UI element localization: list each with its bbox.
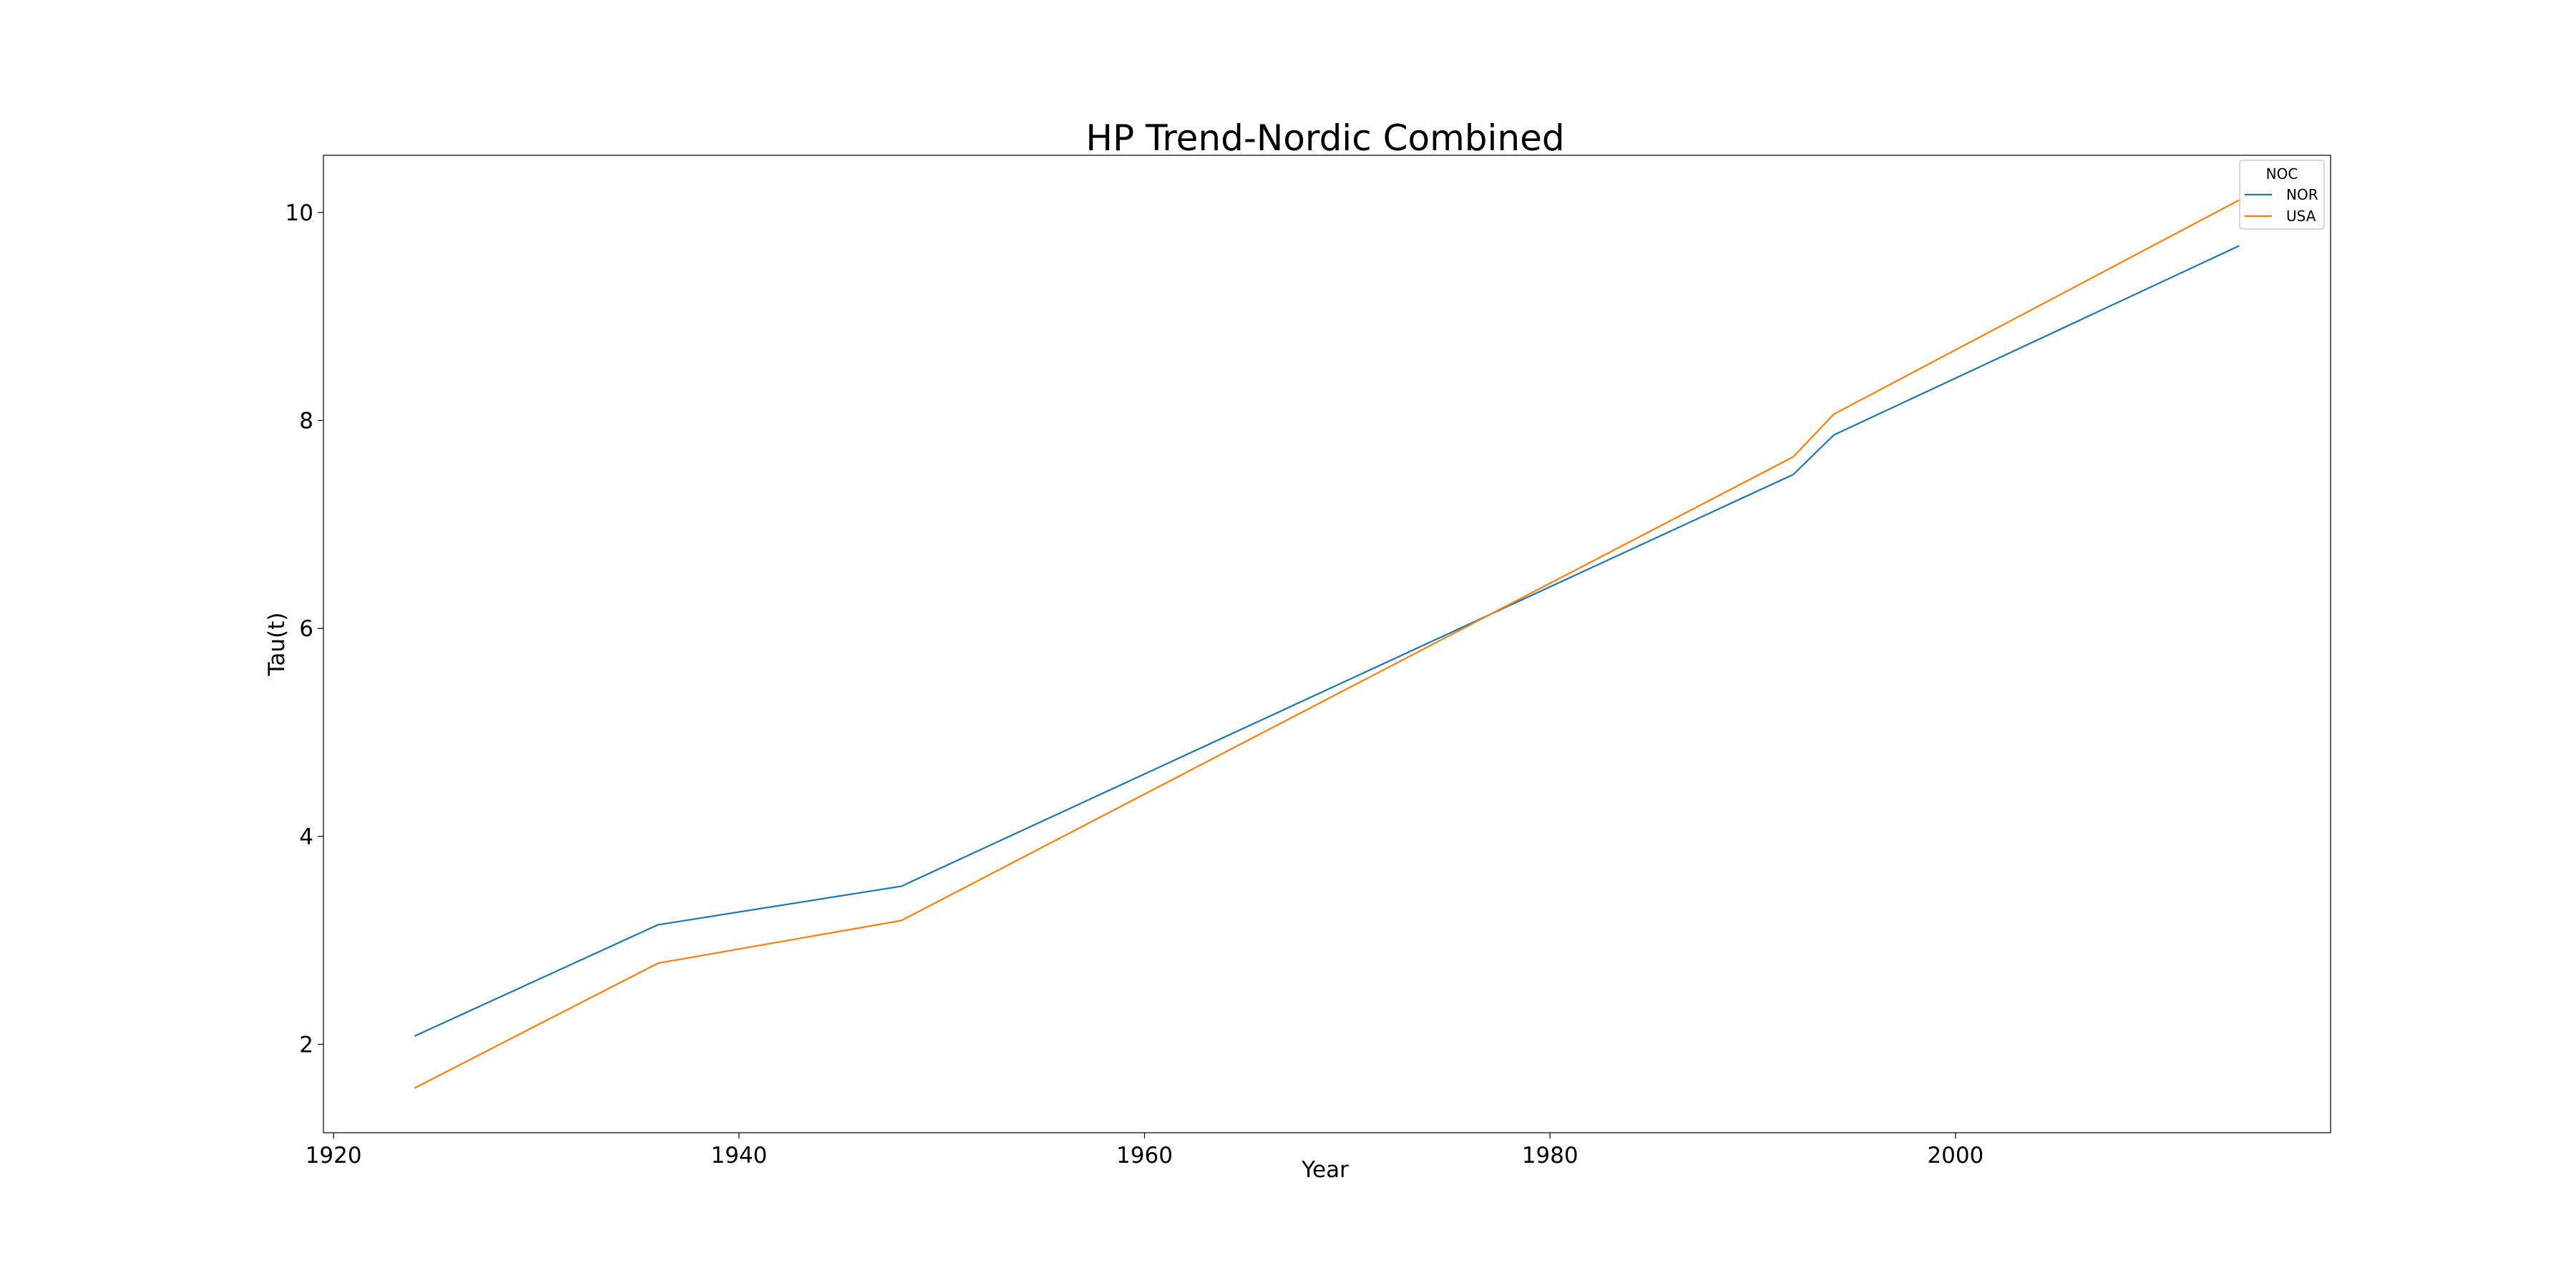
- legend-box: [2239, 160, 2325, 230]
- legend-title: NOC: [2266, 165, 2298, 182]
- y-tick-label: 2: [299, 1032, 313, 1058]
- x-tick-label: 2000: [1927, 1143, 1984, 1169]
- y-tick-label: 10: [286, 200, 313, 226]
- x-axis-label: Year: [1301, 1157, 1349, 1183]
- series-line-usa: [414, 199, 2240, 1089]
- y-tick-label: 6: [299, 616, 313, 642]
- x-tick-label: 1920: [306, 1143, 362, 1169]
- x-tick-label: 1940: [711, 1143, 767, 1169]
- x-tick-label: 1960: [1116, 1143, 1173, 1169]
- y-axis-label: Tau(t): [264, 613, 290, 677]
- y-axis-ticks: 2 4 6 8 10: [286, 200, 323, 1058]
- series-lines: [414, 199, 2240, 1089]
- legend: NOC NOR USA: [2239, 160, 2325, 230]
- y-tick-label: 8: [299, 409, 313, 434]
- plot-area-frame: [323, 155, 2331, 1133]
- legend-label-nor: NOR: [2286, 186, 2318, 203]
- x-tick-label: 1980: [1522, 1143, 1579, 1169]
- x-axis-ticks: 1920 1940 1960 1980 2000: [306, 1133, 1984, 1169]
- chart-title: HP Trend-Nordic Combined: [1085, 117, 1564, 159]
- y-tick-label: 4: [299, 824, 313, 850]
- legend-label-usa: USA: [2286, 208, 2316, 225]
- series-line-nor: [414, 245, 2240, 1037]
